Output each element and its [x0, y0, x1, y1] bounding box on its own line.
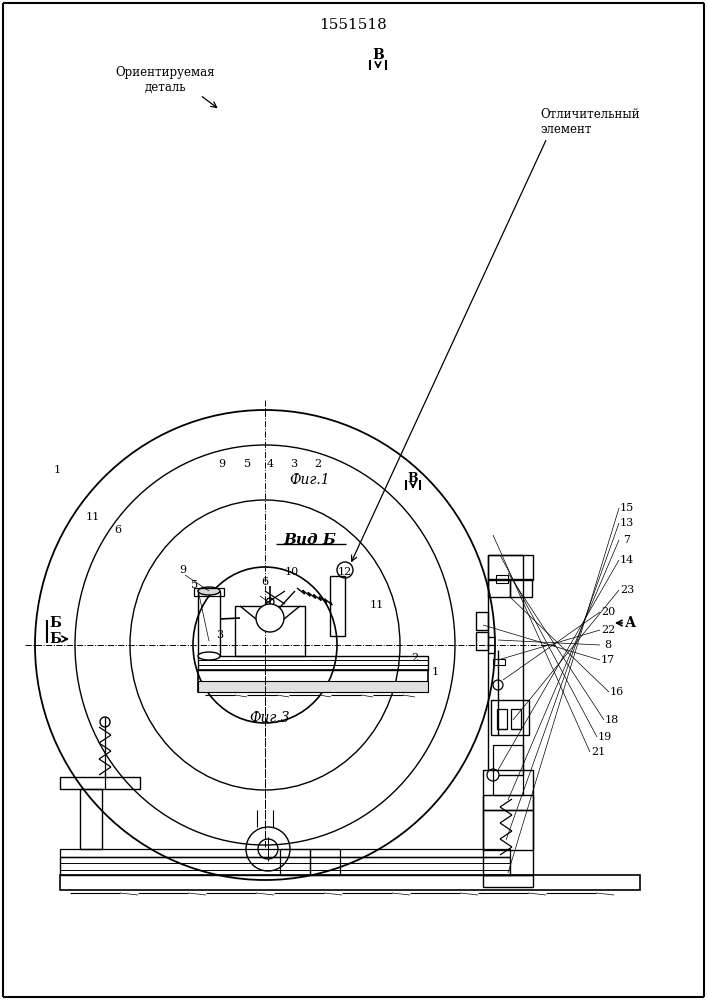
Bar: [491, 700, 529, 735]
Text: 19: 19: [598, 732, 612, 742]
Bar: [60, 849, 510, 857]
Text: Б: Б: [49, 632, 61, 646]
Bar: [483, 810, 533, 850]
Text: 3: 3: [291, 459, 298, 469]
Bar: [483, 875, 533, 887]
Ellipse shape: [198, 652, 220, 660]
Text: 17: 17: [601, 655, 615, 665]
Text: 9: 9: [180, 565, 187, 575]
Bar: [60, 875, 640, 890]
Bar: [280, 849, 310, 875]
Bar: [476, 632, 488, 650]
Bar: [198, 681, 428, 692]
Bar: [488, 555, 523, 775]
Text: 9: 9: [218, 459, 226, 469]
Text: 7: 7: [624, 535, 631, 545]
Bar: [496, 575, 508, 583]
Text: 1: 1: [431, 667, 438, 677]
Text: Фиг.1: Фиг.1: [290, 473, 330, 487]
Text: 22: 22: [601, 625, 615, 635]
Bar: [483, 795, 533, 875]
Text: 11: 11: [86, 512, 100, 522]
Bar: [511, 709, 521, 729]
Text: 20: 20: [601, 607, 615, 617]
Text: 1: 1: [54, 465, 61, 475]
Bar: [483, 770, 533, 810]
Text: Вид Б: Вид Б: [284, 533, 337, 547]
Text: 13: 13: [620, 518, 634, 528]
Text: Фиг.3: Фиг.3: [250, 711, 291, 725]
Text: Отличительный
элемент: Отличительный элемент: [540, 108, 640, 136]
Bar: [198, 656, 428, 670]
Bar: [493, 745, 523, 795]
Text: 12: 12: [338, 567, 352, 577]
Circle shape: [493, 680, 503, 690]
Circle shape: [487, 769, 499, 781]
Bar: [198, 670, 428, 692]
Bar: [60, 777, 140, 789]
Bar: [235, 606, 305, 656]
Bar: [80, 789, 102, 849]
Text: 21: 21: [591, 747, 605, 757]
Text: 3: 3: [216, 630, 223, 640]
Text: 14: 14: [620, 555, 634, 565]
Bar: [493, 659, 505, 665]
Text: 11: 11: [370, 600, 384, 610]
Text: 18: 18: [605, 715, 619, 725]
Text: Б: Б: [49, 616, 61, 630]
Text: 4: 4: [267, 459, 274, 469]
Circle shape: [100, 717, 110, 727]
Bar: [488, 555, 533, 580]
Text: 2: 2: [315, 459, 322, 469]
Text: 23: 23: [620, 585, 634, 595]
Text: 2: 2: [411, 653, 419, 663]
Text: Ориентируемая
деталь: Ориентируемая деталь: [115, 66, 215, 94]
Text: 15: 15: [620, 503, 634, 513]
Bar: [330, 576, 345, 636]
Text: 8: 8: [604, 640, 612, 650]
Text: 16: 16: [610, 687, 624, 697]
Text: 1551518: 1551518: [319, 18, 387, 32]
Text: В: В: [408, 472, 419, 485]
Bar: [510, 579, 532, 597]
Text: 6: 6: [262, 577, 269, 587]
Text: 10: 10: [285, 567, 299, 577]
Bar: [497, 709, 507, 729]
Text: 5: 5: [192, 580, 199, 590]
Bar: [488, 579, 510, 597]
Bar: [60, 857, 510, 875]
Bar: [194, 588, 224, 596]
Bar: [476, 612, 488, 630]
Text: 6: 6: [115, 525, 122, 535]
Text: А: А: [624, 616, 636, 630]
Circle shape: [256, 604, 284, 632]
Bar: [310, 849, 340, 875]
Ellipse shape: [198, 587, 220, 595]
Text: 5: 5: [245, 459, 252, 469]
Bar: [198, 591, 220, 656]
Circle shape: [266, 598, 274, 606]
Text: В: В: [372, 48, 384, 62]
